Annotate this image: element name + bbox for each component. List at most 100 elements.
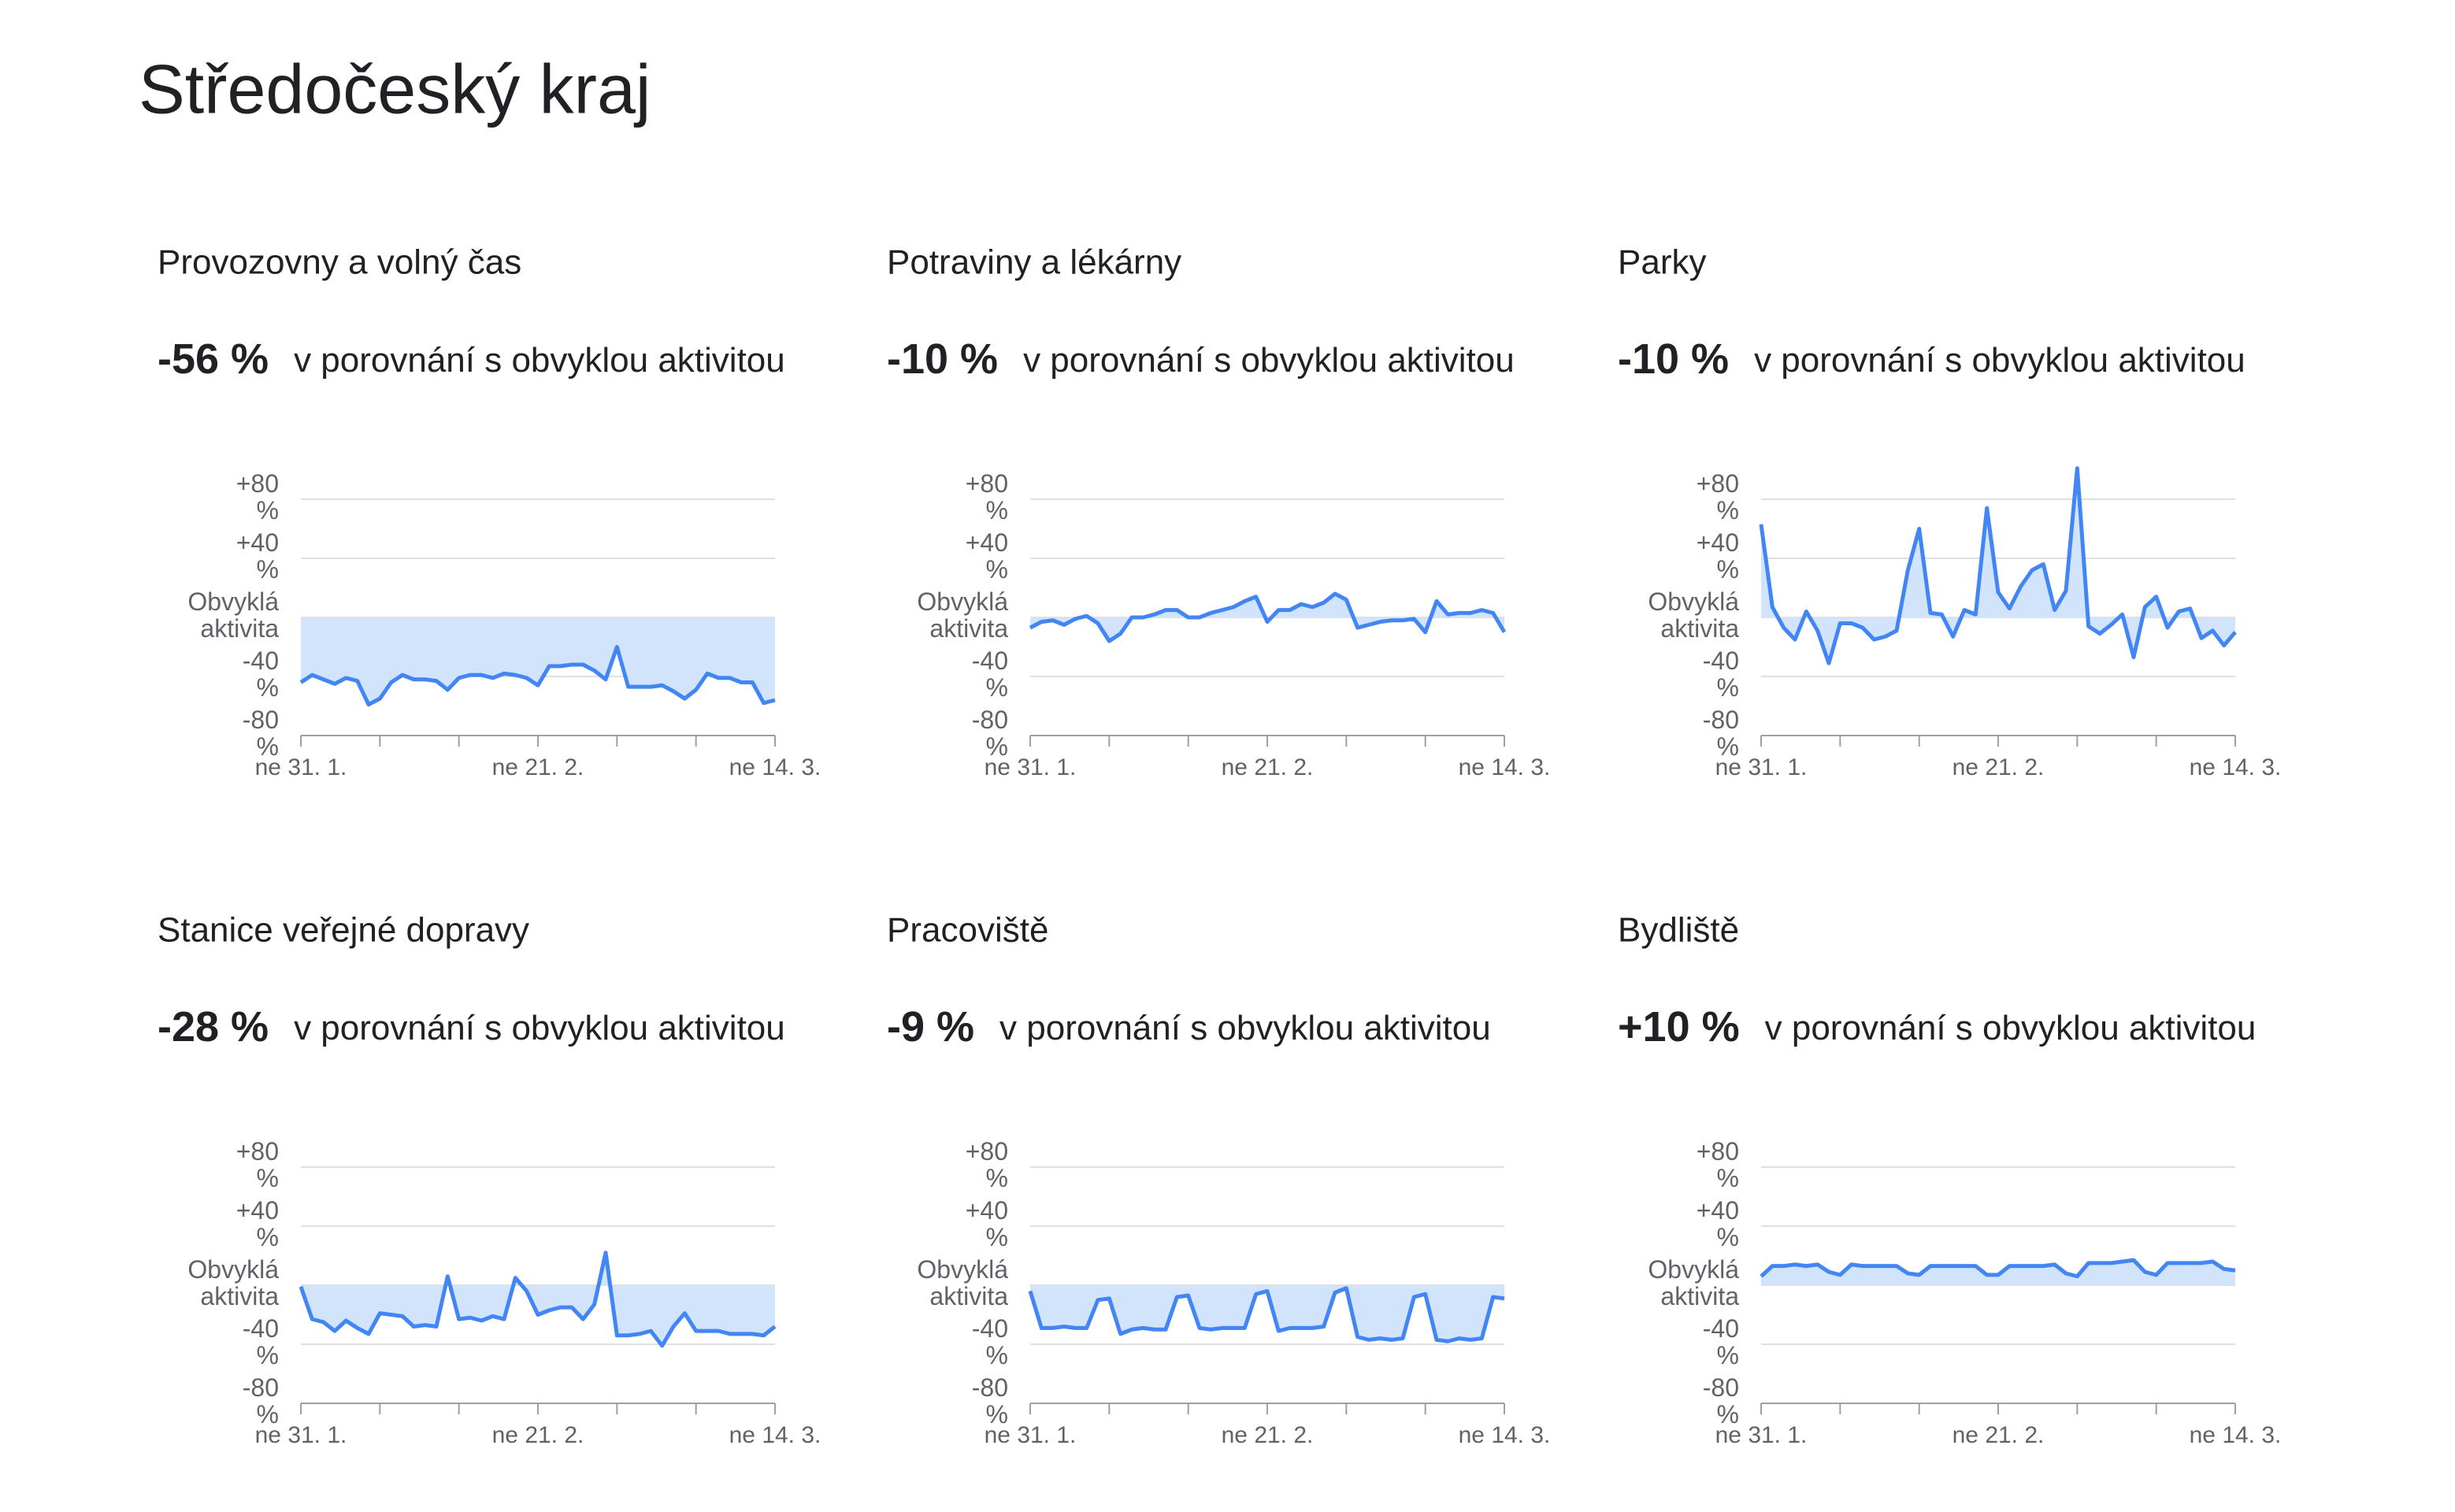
y-tick-label: -80%	[1703, 1373, 1739, 1429]
y-tick-label: +40%	[236, 1196, 279, 1251]
y-tick-label: +40%	[966, 1196, 1008, 1251]
y-tick-label-line: %	[257, 1223, 279, 1251]
y-tick-label: -80%	[1703, 706, 1739, 761]
x-tick-label: ne 21. 2.	[492, 754, 584, 780]
y-tick-label-line: Obvyklá	[917, 587, 1008, 616]
y-tick-label: Obvyklá aktivita	[1648, 587, 1739, 643]
y-tick-label-line: Obvyklá	[1648, 587, 1739, 616]
y-tick-label-line: %	[257, 732, 279, 761]
y-tick-label-line: -80	[1703, 706, 1739, 734]
y-tick-label-line: %	[257, 1164, 279, 1192]
headline-caption: v porovnání s obvyklou aktivitou	[1754, 341, 2245, 380]
y-tick-label: -40%	[1703, 1314, 1739, 1369]
y-tick-label: -40%	[243, 647, 279, 702]
y-tick-label-line: -40	[972, 647, 1008, 675]
y-tick-label-line: Obvyklá	[187, 587, 279, 616]
y-tick-label: -80%	[972, 706, 1008, 761]
y-tick-label-line: %	[1717, 1400, 1739, 1429]
x-tick-label: ne 21. 2.	[1222, 1422, 1314, 1448]
y-tick-label-line: %	[1717, 732, 1739, 761]
x-tick-label: ne 21. 2.	[1953, 1422, 2045, 1448]
headline-value: -10 %	[1618, 335, 1729, 383]
headline: -9 % v porovnání s obvyklou aktivitou	[887, 1003, 1491, 1051]
y-tick-label-line: +40	[1697, 528, 1739, 557]
y-tick-label: -40%	[972, 647, 1008, 702]
x-tick-label: ne 31. 1.	[255, 1422, 347, 1448]
y-tick-label-line: -80	[243, 1373, 279, 1402]
headline-value: -28 %	[158, 1003, 269, 1051]
x-tick-label: ne 14. 3.	[2190, 754, 2282, 780]
y-tick-label-line: Obvyklá	[187, 1255, 279, 1284]
line	[299, 1251, 777, 1348]
x-tick-label: ne 14. 3.	[2190, 1422, 2282, 1448]
y-tick-label-line: %	[1717, 673, 1739, 702]
y-tick-label-line: -40	[1703, 1314, 1739, 1343]
y-tick-label-line: +80	[966, 469, 1008, 498]
y-tick-label-line: aktivita	[929, 1282, 1008, 1310]
headline: -56 % v porovnání s obvyklou aktivitou	[158, 335, 785, 383]
y-tick-label: +40%	[966, 528, 1008, 584]
y-tick-label-line: %	[986, 732, 1008, 761]
y-tick-label-line: +40	[966, 528, 1008, 557]
y-tick-label-line: %	[986, 1400, 1008, 1429]
chart-title: Provozovny a volný čas	[158, 243, 521, 282]
y-tick-label-line: Obvyklá	[1648, 1255, 1739, 1284]
y-tick-label: +80%	[236, 1137, 279, 1192]
chart-title: Stanice veřejné dopravy	[158, 911, 529, 950]
x-tick-label: ne 31. 1.	[1715, 754, 1808, 780]
y-tick-label-line: +80	[966, 1137, 1008, 1166]
y-tick-label: -40%	[243, 1314, 279, 1369]
y-tick-label-line: %	[257, 555, 279, 584]
chart-title: Pracoviště	[887, 911, 1048, 950]
y-tick-label: -80%	[243, 1373, 279, 1429]
x-tick-label: ne 31. 1.	[985, 1422, 1077, 1448]
y-tick-label-line: %	[986, 1341, 1008, 1369]
y-tick-label-line: aktivita	[200, 1282, 279, 1310]
y-tick-label-line: %	[986, 673, 1008, 702]
chart-title: Potraviny a lékárny	[887, 243, 1181, 282]
headline-value: +10 %	[1618, 1003, 1740, 1051]
chart-title: Bydliště	[1618, 911, 1739, 950]
headline-value: -10 %	[887, 335, 998, 383]
y-tick-label-line: %	[257, 673, 279, 702]
y-tick-label: Obvyklá aktivita	[917, 587, 1008, 643]
headline-caption: v porovnání s obvyklou aktivitou	[999, 1009, 1491, 1047]
x-tick-label: ne 31. 1.	[985, 754, 1077, 780]
y-tick-label-line: +80	[1697, 469, 1739, 498]
y-tick-label-line: -40	[972, 1314, 1008, 1343]
line	[299, 645, 776, 707]
area	[301, 1252, 775, 1346]
y-tick-label-line: %	[1717, 496, 1739, 524]
headline-caption: v porovnání s obvyklou aktivitou	[294, 1009, 785, 1047]
x-tick-label: ne 21. 2.	[1953, 754, 2045, 780]
y-tick-label-line: +80	[236, 469, 279, 498]
y-tick-label-line: %	[986, 1164, 1008, 1192]
line	[1759, 466, 2237, 665]
y-tick-label-line: aktivita	[1660, 614, 1739, 643]
y-tick-label-line: +80	[1697, 1137, 1739, 1166]
headline-caption: v porovnání s obvyklou aktivitou	[1023, 341, 1515, 380]
y-tick-label-line: +80	[236, 1137, 279, 1166]
y-tick-label-line: Obvyklá	[917, 1255, 1008, 1284]
y-tick-label: -80%	[243, 706, 279, 761]
y-tick-label-line: +40	[966, 1196, 1008, 1225]
y-tick-label-line: %	[1717, 555, 1739, 584]
y-tick-label-line: +40	[1697, 1196, 1739, 1225]
y-tick-label-line: %	[257, 1400, 279, 1429]
y-tick-label-line: -80	[243, 706, 279, 734]
chart-title: Parky	[1618, 243, 1706, 282]
x-tick-label: ne 21. 2.	[492, 1422, 584, 1448]
y-tick-label: +80%	[966, 469, 1008, 524]
y-tick-label-line: %	[986, 1223, 1008, 1251]
y-tick-label: Obvyklá aktivita	[917, 1255, 1008, 1310]
y-tick-label: +80%	[1697, 1137, 1739, 1192]
area	[301, 617, 775, 705]
line	[1029, 591, 1507, 643]
y-tick-label-line: %	[257, 496, 279, 524]
y-tick-label: -40%	[1703, 647, 1739, 702]
y-tick-label: +40%	[236, 528, 279, 584]
x-tick-label: ne 21. 2.	[1222, 754, 1314, 780]
y-tick-label-line: %	[986, 496, 1008, 524]
